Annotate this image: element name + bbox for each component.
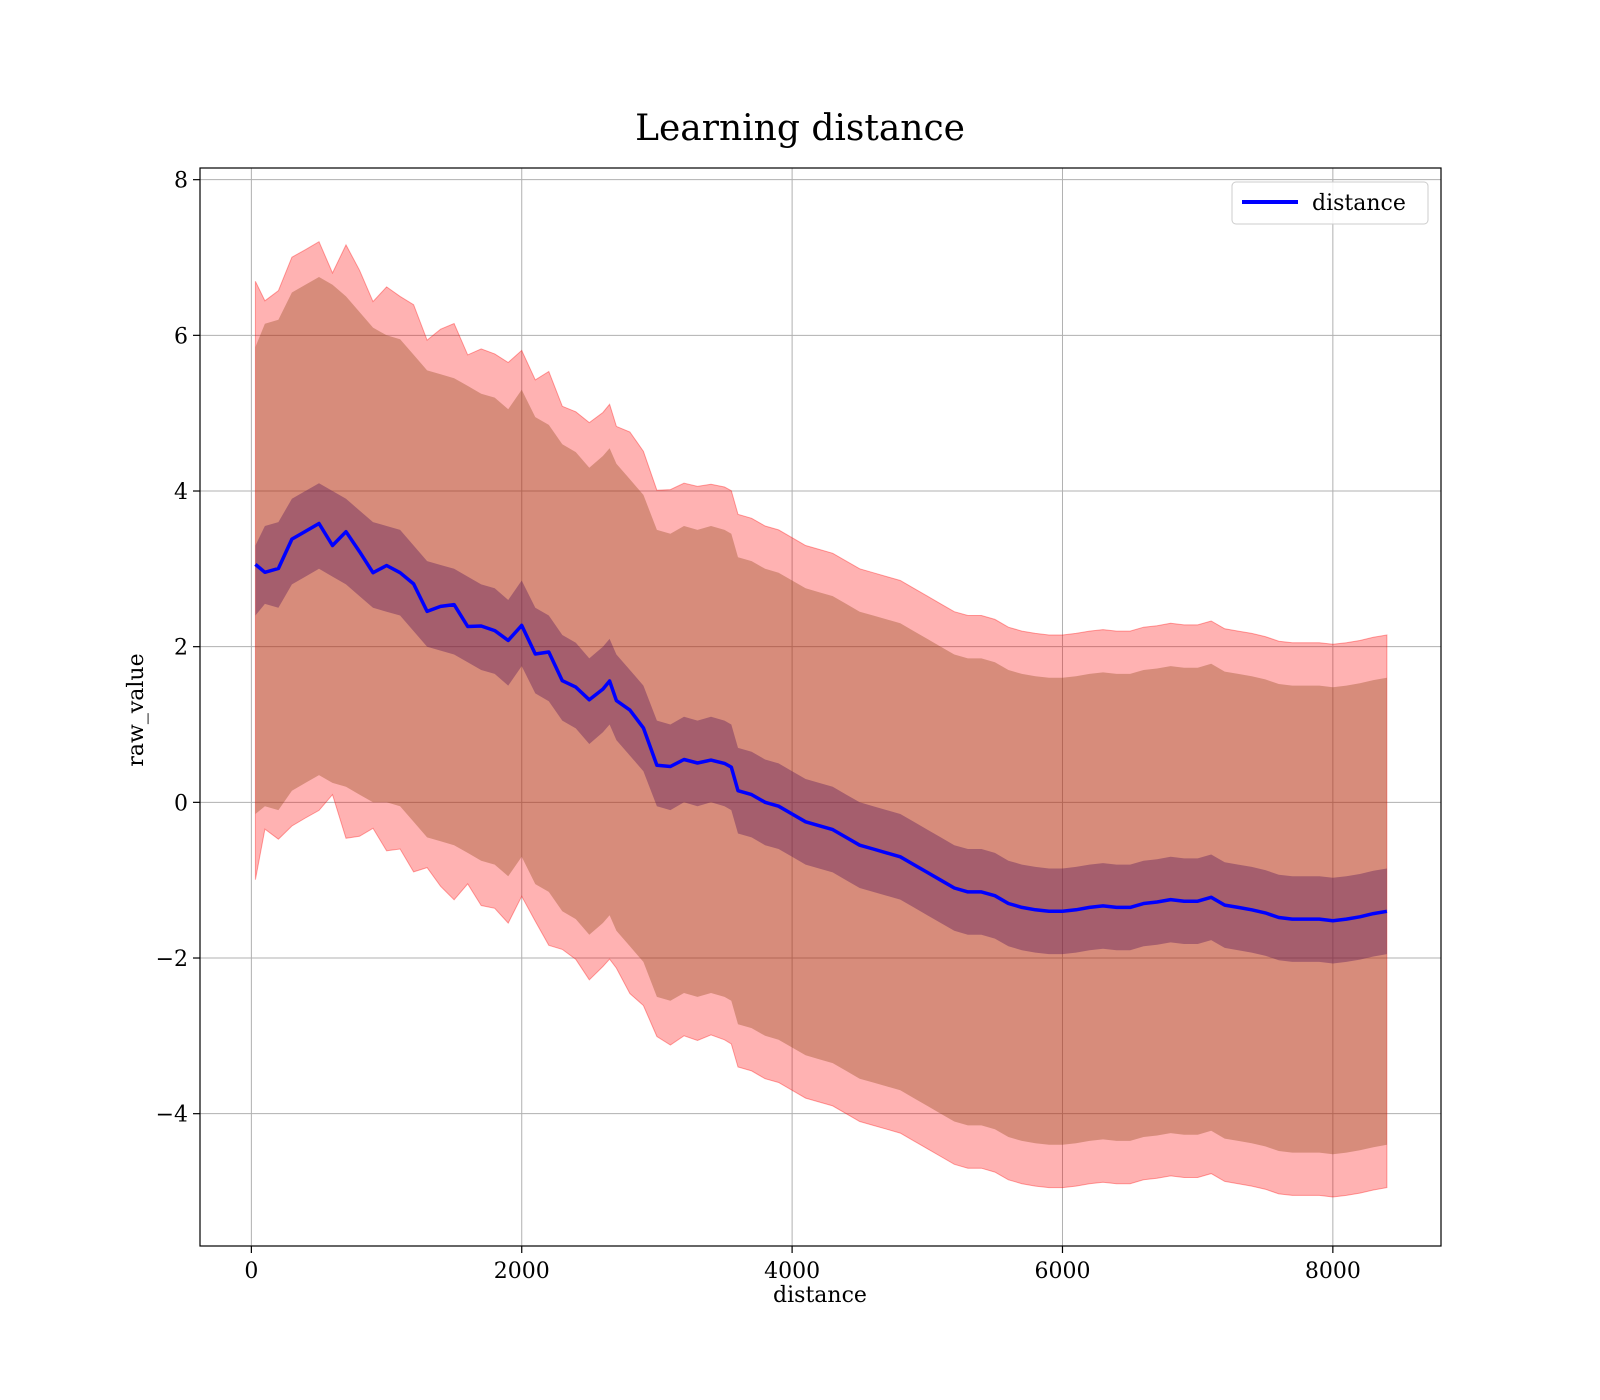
x-axis-ticks: 0 2000 4000 6000 8000 [244, 1246, 1361, 1284]
y-tick-label: −4 [156, 1103, 188, 1128]
y-axis-label: raw_value [124, 653, 149, 766]
y-tick-label: −2 [156, 947, 188, 972]
series-lines [254, 521, 1388, 923]
legend: distance [1231, 181, 1429, 225]
y-tick-label: 4 [174, 480, 188, 505]
legend-box [1231, 181, 1429, 225]
chart-title: Learning distance [635, 108, 965, 149]
series-line-distance [254, 521, 1388, 923]
confidence-bands [254, 240, 1388, 1198]
y-tick-label: 6 [174, 324, 188, 349]
x-axis-label: distance [773, 1283, 867, 1308]
x-tick-label: 4000 [764, 1259, 820, 1284]
y-tick-label: 2 [174, 636, 188, 661]
y-tick-label: 8 [174, 169, 188, 194]
x-tick-label: 2000 [494, 1259, 550, 1284]
y-axis-ticks: −4 −2 0 2 4 6 8 [156, 169, 200, 1128]
grid [200, 168, 1441, 1246]
x-tick-label: 8000 [1305, 1259, 1361, 1284]
x-tick-label: 6000 [1034, 1259, 1090, 1284]
x-tick-label: 0 [244, 1259, 258, 1284]
outer-band [254, 240, 1388, 1198]
legend-label-distance: distance [1312, 191, 1406, 216]
inner-band [255, 277, 1387, 1155]
plot-frame [199, 167, 1442, 1247]
y-tick-label: 0 [174, 791, 188, 816]
